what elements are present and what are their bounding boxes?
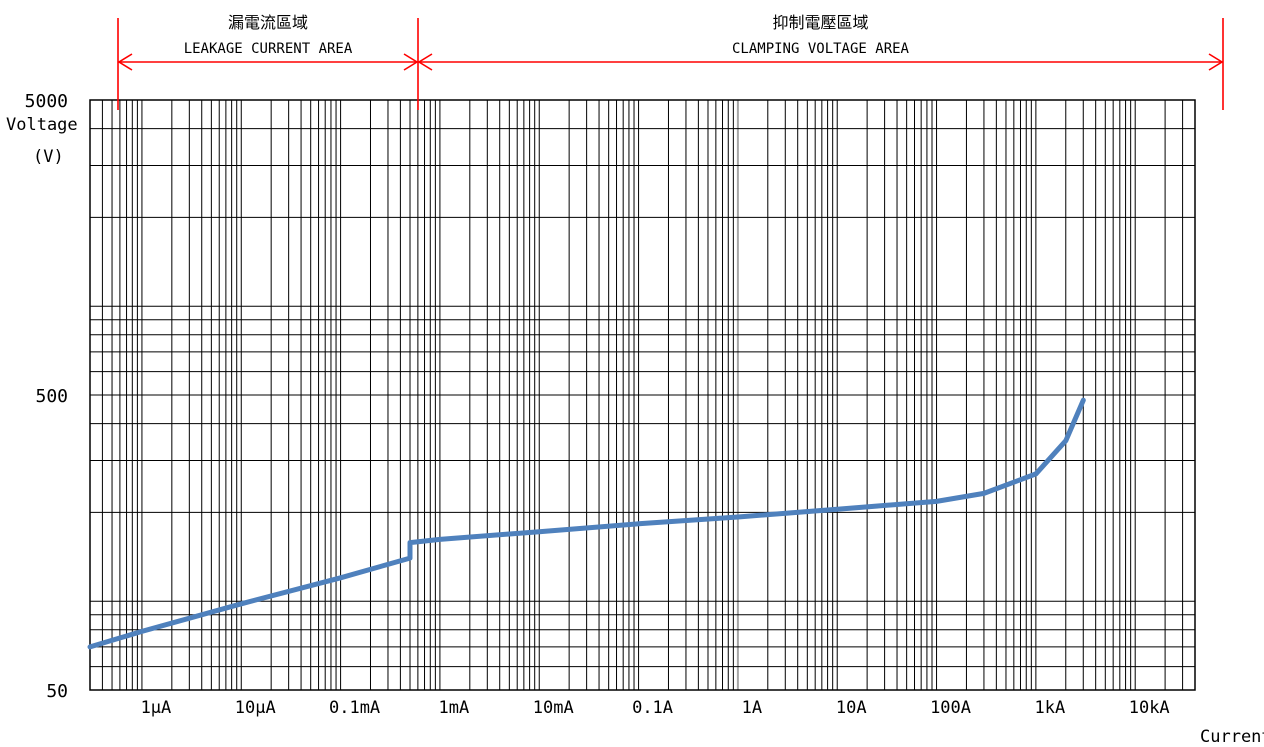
region-arrow-head-left — [117, 53, 133, 71]
x-tick-label: 0.1mA — [329, 698, 380, 718]
region-annotations: 漏電流區域 LEAKAGE CURRENT AREA 抑制電壓區域 CLAMPING … — [117, 13, 1224, 110]
x-tick-label: 1kA — [1035, 698, 1066, 718]
y-axis-label-line2: (V) — [33, 147, 64, 167]
y-tick-label: 5000 — [25, 91, 68, 112]
y-tick-label: 50 — [46, 681, 68, 702]
region-title-en: LEAKAGE CURRENT AREA — [184, 41, 353, 57]
x-tick-label: 10A — [836, 698, 867, 718]
region-arrow-head-right — [1208, 53, 1224, 71]
x-tick-label: 1A — [742, 698, 762, 718]
plot-frame — [89, 99, 1196, 691]
grid — [89, 99, 1196, 691]
region-title-zh: 漏電流區域 — [228, 13, 308, 32]
x-tick-label: 1μA — [141, 698, 172, 718]
region-title-en: CLAMPING VOLTAGE AREA — [732, 41, 910, 57]
region-arrow-head-left — [417, 53, 433, 71]
region-arrow-head-right — [403, 53, 419, 71]
x-tick-label: 100A — [930, 698, 971, 718]
region-1: 抑制電壓區域 CLAMPING VOLTAGE AREA — [417, 13, 1224, 71]
series-layer — [87, 397, 1086, 650]
region-0: 漏電流區域 LEAKAGE CURRENT AREA — [117, 13, 419, 71]
y-axis-label-line1: Voltage — [6, 115, 78, 135]
x-tick-label: 10μA — [235, 698, 276, 718]
series-line-0 — [87, 397, 1086, 650]
x-tick-label: 10kA — [1129, 698, 1170, 718]
region-title-zh: 抑制電壓區域 — [772, 13, 868, 32]
x-tick-label: 1mA — [439, 698, 470, 718]
y-tick-label: 500 — [35, 386, 68, 407]
x-tick-label: 0.1A — [632, 698, 673, 718]
x-tick-label: 10mA — [533, 698, 574, 718]
x-axis-label: Current — [1200, 727, 1264, 747]
tick-labels: 5000 500 50 1μA 10μA 0.1mA 1mA 10mA 0.1A 1A 10A 100… — [25, 91, 1170, 718]
